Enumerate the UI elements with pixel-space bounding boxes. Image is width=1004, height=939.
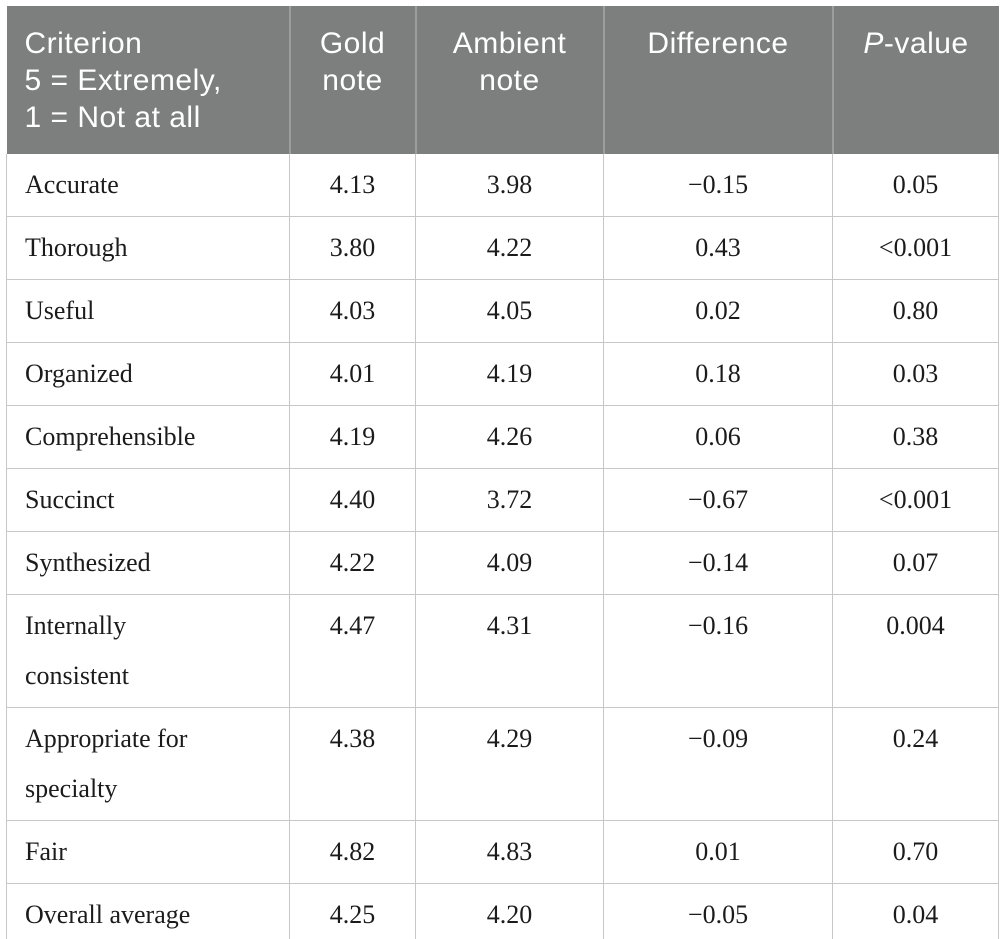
cell-criterion: Appropriate for specialty <box>6 707 290 821</box>
cell-pvalue: 0.80 <box>832 279 999 343</box>
cell-ambient: 4.20 <box>415 883 604 939</box>
cell-pvalue: 0.24 <box>832 707 999 821</box>
header-row: Criterion 5 = Extremely, 1 = Not at all Gol… <box>6 6 999 154</box>
cell-gold: 4.19 <box>289 405 416 469</box>
table-header: Criterion 5 = Extremely, 1 = Not at all Gol… <box>6 6 999 154</box>
cell-criterion: Useful <box>6 279 290 343</box>
cell-pvalue: 0.03 <box>832 342 999 406</box>
cell-ambient: 4.22 <box>415 216 604 280</box>
cell-gold: 4.01 <box>289 342 416 406</box>
cell-pvalue: <0.001 <box>832 468 999 532</box>
cell-criterion: Organized <box>6 342 290 406</box>
cell-gold: 4.25 <box>289 883 416 939</box>
cell-difference: 0.02 <box>603 279 833 343</box>
cell-ambient: 4.83 <box>415 820 604 884</box>
cell-difference: −0.05 <box>603 883 833 939</box>
column-header-criterion: Criterion 5 = Extremely, 1 = Not at all <box>6 6 290 154</box>
table-row: Comprehensible 4.19 4.26 0.06 0.38 <box>6 405 999 469</box>
cell-pvalue: 0.004 <box>832 594 999 708</box>
cell-pvalue: 0.70 <box>832 820 999 884</box>
cell-criterion: Fair <box>6 820 290 884</box>
cell-difference: −0.14 <box>603 531 833 595</box>
cell-ambient: 3.72 <box>415 468 604 532</box>
cell-gold: 4.40 <box>289 468 416 532</box>
cell-pvalue: 0.38 <box>832 405 999 469</box>
cell-criterion: Internally consistent <box>6 594 290 708</box>
table-row: Synthesized 4.22 4.09 −0.14 0.07 <box>6 531 999 595</box>
cell-difference: 0.01 <box>603 820 833 884</box>
cell-ambient: 4.09 <box>415 531 604 595</box>
table-row: Fair 4.82 4.83 0.01 0.70 <box>6 820 999 884</box>
cell-difference: −0.67 <box>603 468 833 532</box>
table-row: Overall average 4.25 4.20 −0.05 0.04 <box>6 883 999 939</box>
cell-criterion: Succinct <box>6 468 290 532</box>
cell-difference: 0.06 <box>603 405 833 469</box>
cell-gold: 4.38 <box>289 707 416 821</box>
cell-pvalue: 0.05 <box>832 154 999 217</box>
cell-criterion: Synthesized <box>6 531 290 595</box>
table-row: Thorough 3.80 4.22 0.43 <0.001 <box>6 216 999 280</box>
cell-difference: −0.16 <box>603 594 833 708</box>
cell-gold: 4.82 <box>289 820 416 884</box>
column-header-difference: Difference <box>602 6 833 154</box>
table-row: Organized 4.01 4.19 0.18 0.03 <box>6 342 999 406</box>
cell-pvalue: 0.07 <box>832 531 999 595</box>
column-header-pvalue: P-value <box>831 6 999 154</box>
table-row: Accurate 4.13 3.98 −0.15 0.05 <box>7 154 999 217</box>
cell-pvalue: 0.04 <box>832 883 999 939</box>
cell-ambient: 4.31 <box>415 594 604 708</box>
table-row: Internally consistent 4.47 4.31 −0.16 0.004 <box>6 594 999 708</box>
cell-difference: 0.43 <box>603 216 833 280</box>
evaluation-table: Criterion 5 = Extremely, 1 = Not at all Gol… <box>6 6 999 939</box>
cell-pvalue: <0.001 <box>832 216 999 280</box>
cell-ambient: 4.26 <box>415 405 604 469</box>
cell-criterion: Accurate <box>25 170 119 199</box>
cell-difference: 0.18 <box>603 342 833 406</box>
cell-gold: 4.22 <box>289 531 416 595</box>
cell-gold: 4.03 <box>289 279 416 343</box>
table-row: Useful 4.03 4.05 0.02 0.80 <box>6 279 999 343</box>
column-header-ambient: Ambient note <box>414 6 604 154</box>
cell-gold: 4.13 <box>289 154 416 217</box>
cell-ambient: 3.98 <box>415 154 604 217</box>
table-row: Appropriate for specialty 4.38 4.29 −0.09 0.… <box>6 707 999 821</box>
cell-difference: −0.09 <box>603 707 833 821</box>
cell-ambient: 4.29 <box>415 707 604 821</box>
table-body: Accurate 4.13 3.98 −0.15 0.05 Thorough 3.80 4.2… <box>6 154 999 939</box>
cell-criterion: Comprehensible <box>6 405 290 469</box>
cell-ambient: 4.19 <box>415 342 604 406</box>
cell-difference: −0.15 <box>603 154 833 217</box>
cell-ambient: 4.05 <box>415 279 604 343</box>
cell-criterion: Overall average <box>6 883 290 939</box>
cell-gold: 4.47 <box>289 594 416 708</box>
cell-criterion: Thorough <box>6 216 290 280</box>
cell-gold: 3.80 <box>289 216 416 280</box>
column-header-gold: Gold note <box>288 6 416 154</box>
table-row: Succinct 4.40 3.72 −0.67 <0.001 <box>6 468 999 532</box>
